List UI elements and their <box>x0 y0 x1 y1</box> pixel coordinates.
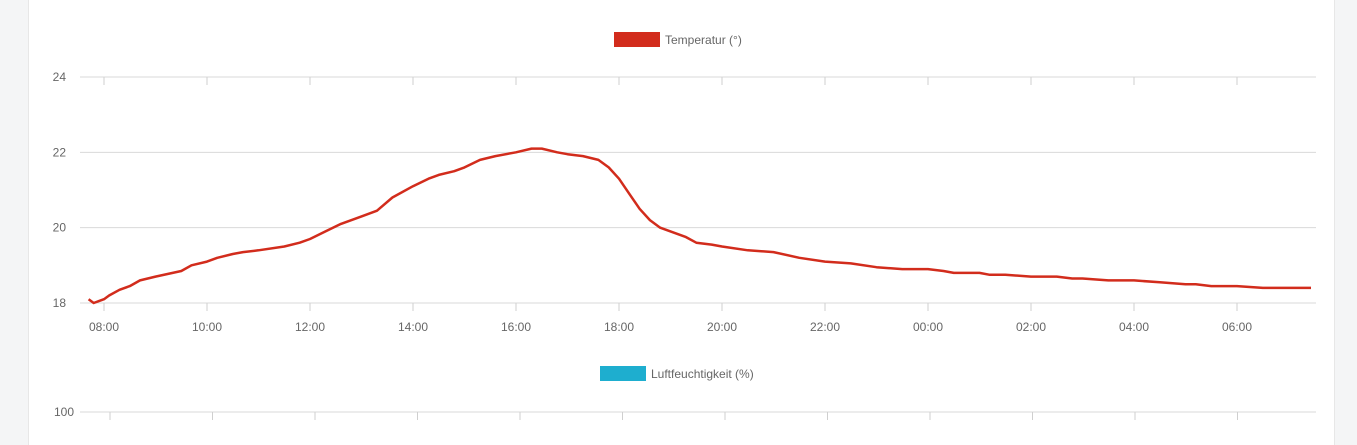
temperature-legend[interactable]: Temperatur (°) <box>614 32 742 47</box>
temperature-x-tick-label: 16:00 <box>501 320 531 334</box>
temperature-x-tick-label: 10:00 <box>192 320 222 334</box>
humidity-legend-label: Luftfeuchtigkeit (%) <box>651 367 754 381</box>
temperature-x-tick-label: 00:00 <box>913 320 943 334</box>
temperature-legend-swatch <box>614 32 660 47</box>
humidity-legend-swatch <box>600 366 646 381</box>
temperature-x-axis: 08:00 10:00 12:00 14:00 16:00 18:00 20:00 22:00… <box>89 77 1252 334</box>
temperature-x-tick-label: 22:00 <box>810 320 840 334</box>
temperature-x-tick-label: 12:00 <box>295 320 325 334</box>
temperature-x-tick-label: 18:00 <box>604 320 634 334</box>
temperature-legend-label: Temperatur (°) <box>665 33 742 47</box>
temperature-x-tick-label: 08:00 <box>89 320 119 334</box>
humidity-legend[interactable]: Luftfeuchtigkeit (%) <box>600 366 754 381</box>
temperature-series-line <box>87 147 1311 305</box>
humidity-gridlines: 100 <box>54 405 1316 420</box>
temperature-x-tick-label: 04:00 <box>1119 320 1149 334</box>
temperature-x-tick-label: 14:00 <box>398 320 428 334</box>
temperature-x-tick-label: 06:00 <box>1222 320 1252 334</box>
temperature-x-tick-label: 02:00 <box>1016 320 1046 334</box>
temperature-y-tick-label: 20 <box>53 221 67 235</box>
temperature-y-axis: 18 20 22 24 <box>53 70 67 310</box>
chart-panel <box>28 0 1335 445</box>
temperature-gridlines <box>80 76 1316 304</box>
temperature-x-tick-label: 20:00 <box>707 320 737 334</box>
temperature-y-tick-label: 18 <box>53 296 67 310</box>
temperature-y-tick-label: 22 <box>53 145 67 159</box>
temperature-y-tick-label: 24 <box>53 70 67 84</box>
humidity-y-tick-label: 100 <box>54 405 74 419</box>
